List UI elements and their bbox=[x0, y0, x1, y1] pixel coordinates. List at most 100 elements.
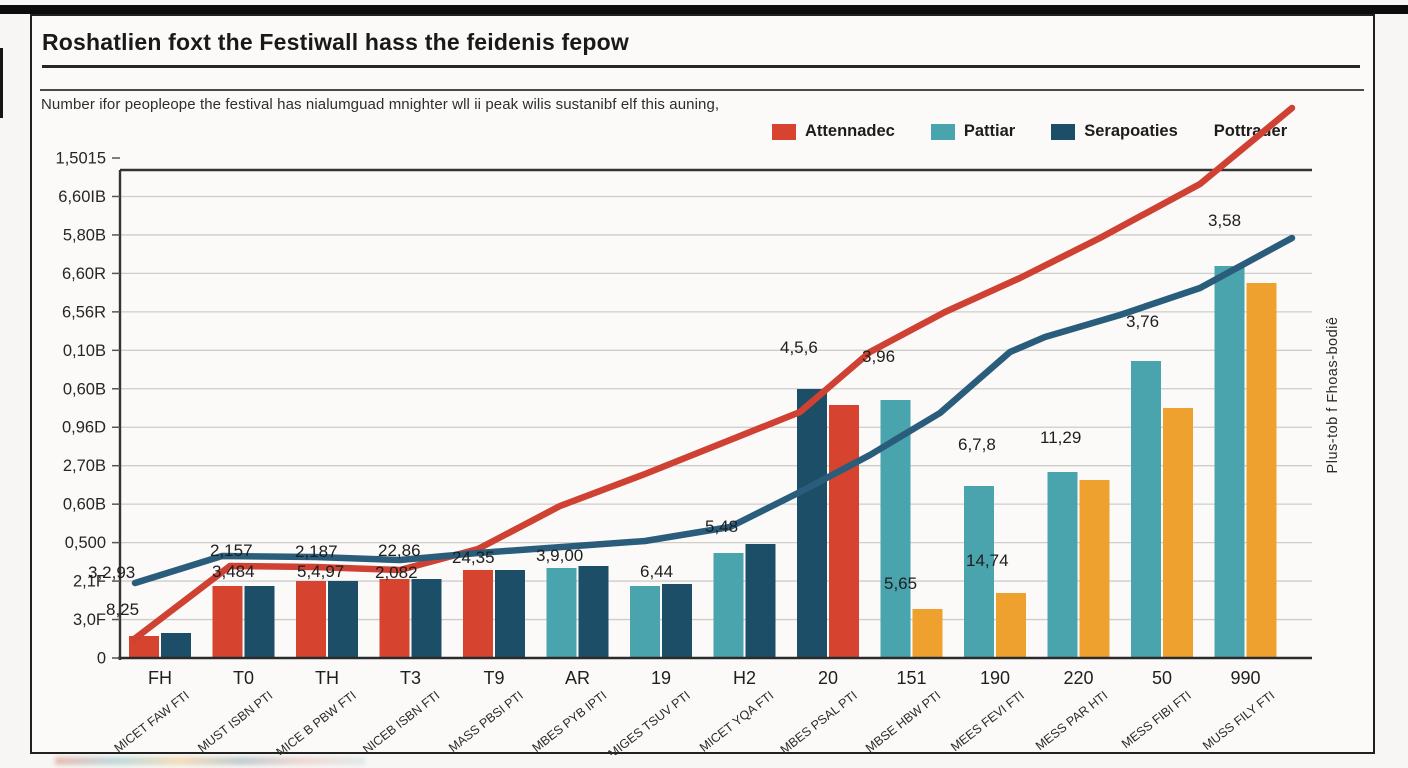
data-label: 3,96 bbox=[862, 347, 895, 366]
bar-Serapoaties bbox=[161, 633, 191, 658]
x-sub-label: MUSS FILY FTI bbox=[1200, 688, 1277, 753]
bar-Pattiar bbox=[1047, 472, 1078, 658]
legend-label: Pattiar bbox=[963, 122, 1016, 140]
bar-Serapoaties bbox=[328, 581, 358, 658]
x-category-label: T3 bbox=[400, 668, 421, 688]
bar-orange bbox=[996, 593, 1026, 658]
data-label: 6,7,8 bbox=[958, 435, 996, 454]
bar-Pattiar bbox=[1131, 361, 1161, 658]
divider bbox=[40, 89, 1364, 91]
data-label: 2,157 bbox=[210, 541, 253, 560]
y-tick-label: 2,1F bbox=[73, 573, 106, 591]
bar-Attennadec bbox=[829, 405, 859, 658]
bar-orange bbox=[1246, 283, 1277, 658]
bar-Serapoaties bbox=[662, 584, 692, 658]
data-label: 3,484 bbox=[212, 562, 255, 581]
bar-Attennadec bbox=[463, 570, 493, 658]
x-sub-label: MIGES TSUV PTI bbox=[606, 688, 693, 755]
data-label: 2,082 bbox=[375, 563, 418, 582]
bar-orange bbox=[1163, 408, 1193, 658]
x-sub-label: MESS FIBI FTI bbox=[1119, 688, 1194, 751]
data-label: 5,48 bbox=[705, 517, 738, 536]
bar-Serapoaties bbox=[578, 566, 609, 658]
right-axis-label: Plus-tob f Fhoas-bodiê bbox=[1325, 317, 1341, 474]
legend-swatch-attennadec bbox=[772, 123, 796, 140]
x-category-label: TH bbox=[315, 668, 339, 688]
x-category-label: 50 bbox=[1152, 668, 1172, 688]
x-sub-label: MASS PBSI PTI bbox=[446, 688, 526, 755]
x-sub-label: NICEB ISBN FTI bbox=[360, 688, 442, 755]
x-category-label: 20 bbox=[818, 668, 838, 688]
bar-Pattiar bbox=[630, 586, 660, 658]
y-tick-label: 6,60R bbox=[62, 265, 106, 283]
x-category-label: 151 bbox=[896, 668, 926, 688]
left-edge-artifact bbox=[0, 48, 3, 118]
data-label: 2,187 bbox=[295, 542, 338, 561]
data-label: 22,86 bbox=[378, 541, 421, 560]
y-tick-label: 0,500 bbox=[65, 534, 106, 552]
y-tick-label: 0,60B bbox=[63, 380, 106, 398]
bottom-artifact bbox=[55, 757, 365, 765]
y-tick-label: 0,10B bbox=[63, 342, 106, 360]
x-category-label: T0 bbox=[233, 668, 254, 688]
data-label: 3,2,93 bbox=[88, 563, 135, 582]
bar-Pattiar bbox=[713, 553, 744, 658]
x-sub-label: MEES FEVI FTI bbox=[948, 688, 1027, 754]
x-sub-label: MESS PAR HTI bbox=[1033, 688, 1110, 753]
line-series-navy-trend bbox=[131, 234, 1296, 587]
bar-Pattiar bbox=[1214, 266, 1245, 658]
bar-Attennadec bbox=[212, 586, 243, 658]
legend-item: Pattiar bbox=[930, 122, 1016, 141]
bar-orange bbox=[912, 609, 943, 658]
y-tick-label: 3,0F bbox=[73, 611, 106, 629]
bar-Serapoaties bbox=[745, 544, 776, 658]
data-label: 8,25 bbox=[106, 600, 139, 619]
x-sub-label: MBES PYB IPTI bbox=[530, 688, 610, 755]
x-sub-label: MICE B PBW FTI bbox=[274, 688, 359, 755]
legend-swatch-pattiar bbox=[930, 123, 955, 140]
legend-swatch-serapoaties bbox=[1051, 123, 1076, 140]
legend-item: Serapoaties bbox=[1051, 122, 1178, 141]
bar-Pattiar bbox=[964, 486, 994, 658]
data-label: 4,5,6 bbox=[780, 338, 818, 357]
chart-subtitle: Number ifor peopleope the festival has n… bbox=[41, 96, 720, 113]
data-label: 3,76 bbox=[1126, 312, 1159, 331]
y-tick-label: 0 bbox=[97, 650, 106, 668]
x-sub-label: MUST ISBN PTI bbox=[195, 688, 275, 755]
legend: Attennadec Pattiar Serapoaties Pottrader bbox=[772, 122, 1287, 141]
data-label: 24,35 bbox=[452, 548, 495, 567]
legend-label: Attennadec bbox=[805, 122, 895, 140]
y-tick-label: 5,80B bbox=[63, 226, 106, 244]
x-category-label: 990 bbox=[1230, 668, 1260, 688]
x-category-label: H2 bbox=[733, 668, 756, 688]
y-tick-label: 6,60IB bbox=[58, 188, 106, 206]
y-tick-label: 1,5015 bbox=[56, 150, 106, 168]
x-category-label: FH bbox=[148, 668, 172, 688]
x-sub-label: MICET FAW FTI bbox=[112, 688, 192, 755]
data-label: 11,29 bbox=[1040, 428, 1081, 447]
x-category-label: AR bbox=[565, 668, 590, 688]
x-category-label: T9 bbox=[483, 668, 504, 688]
legend-item: Attennadec bbox=[772, 122, 895, 141]
data-label: 3,58 bbox=[1208, 211, 1241, 230]
legend-label: Serapoaties bbox=[1084, 122, 1178, 140]
x-sub-label: MBSE HBW PTI bbox=[863, 688, 943, 755]
x-category-label: 220 bbox=[1063, 668, 1093, 688]
x-sub-label: MICET YQA FTI bbox=[697, 688, 776, 754]
x-category-label: 19 bbox=[651, 668, 671, 688]
bar-Serapoaties bbox=[495, 570, 525, 658]
bar-Pattiar bbox=[546, 568, 577, 658]
data-label: 5,4,97 bbox=[297, 562, 344, 581]
x-sub-label: MBES PSAL PTI bbox=[778, 688, 860, 755]
line-series-Pottrader bbox=[129, 104, 1296, 644]
data-label: 6,44 bbox=[640, 562, 673, 581]
x-category-label: 190 bbox=[980, 668, 1010, 688]
y-tick-label: 0,96D bbox=[62, 419, 106, 437]
bar-Serapoaties bbox=[797, 389, 827, 658]
bar-orange bbox=[1079, 480, 1110, 658]
page-title: Roshatlien foxt the Festiwall hass the f… bbox=[42, 29, 1360, 68]
chart-canvas: 1,5015 6,60IB 5,80B 6,60R 6,56R 0,10B 0,60B 0,9… bbox=[56, 104, 1341, 755]
bar-Serapoaties bbox=[244, 586, 275, 658]
y-tick-label: 6,56R bbox=[62, 303, 106, 321]
